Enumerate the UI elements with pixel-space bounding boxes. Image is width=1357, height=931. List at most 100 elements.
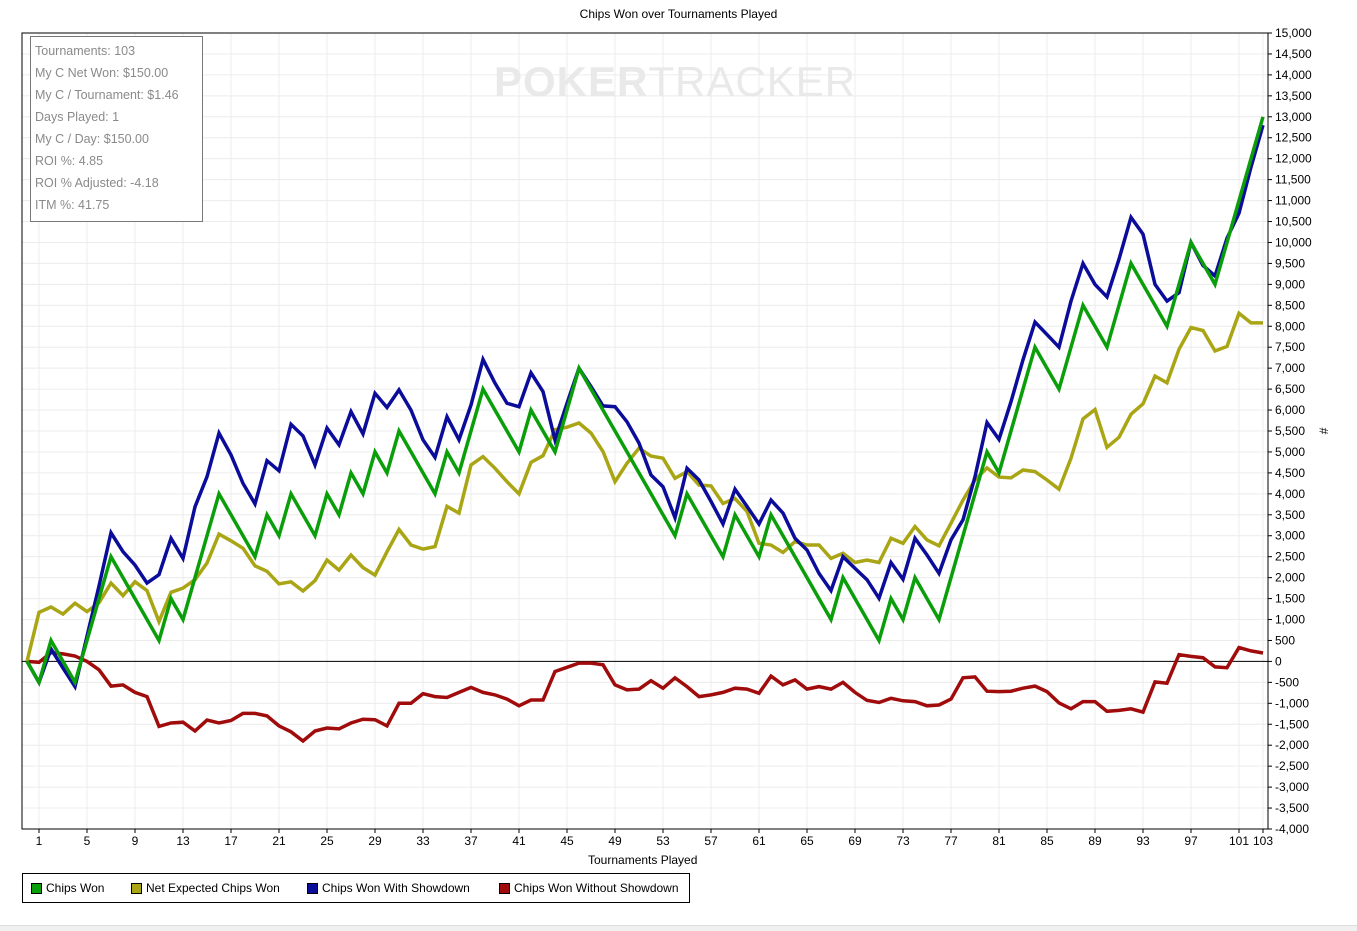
stat-roi-adjusted: ROI % Adjusted: -4.18	[35, 176, 159, 190]
series-line-chips-won-without-showdown	[26, 645, 1264, 744]
y-tick-label: 1,000	[1275, 613, 1305, 627]
legend-label: Chips Won With Showdown	[322, 881, 470, 895]
legend-label: Net Expected Chips Won	[146, 881, 280, 895]
series-line-net-expected-chips-won	[25, 310, 1263, 662]
x-tick-label: 37	[464, 834, 478, 848]
x-axis-label: Tournaments Played	[588, 853, 698, 867]
y-tick-label: 5,000	[1275, 445, 1305, 459]
x-tick-label: 5	[84, 834, 91, 848]
legend: Chips Won Net Expected Chips Won Chips W…	[22, 873, 690, 903]
x-tick-label: 17	[224, 834, 238, 848]
x-tick-label: 41	[512, 834, 526, 848]
y-tick-label: -2,000	[1275, 738, 1309, 752]
y-tick-label: 5,500	[1275, 424, 1305, 438]
y-tick-label: 4,500	[1275, 466, 1305, 480]
y-tick-label: 13,500	[1275, 89, 1312, 103]
x-tick-label: 25	[320, 834, 334, 848]
y-tick-label: 3,500	[1275, 508, 1305, 522]
x-tick-label: 81	[992, 834, 1006, 848]
y-tick-label: 14,500	[1275, 47, 1312, 61]
x-tick-label: 69	[848, 834, 862, 848]
x-tick-label: 13	[176, 834, 190, 848]
y-tick-label: 500	[1275, 633, 1295, 647]
legend-item-chips-won[interactable]: Chips Won	[31, 881, 104, 895]
y-tick-label: -1,500	[1275, 717, 1309, 731]
legend-label: Chips Won	[46, 881, 105, 895]
y-tick-label: 4,000	[1275, 487, 1305, 501]
y-axis-label: #	[1316, 427, 1331, 435]
y-tick-label: 13,000	[1275, 110, 1312, 124]
y-tick-label: 10,500	[1275, 215, 1312, 229]
stat-roi: ROI %: 4.85	[35, 154, 104, 168]
x-tick-label: 103	[1253, 834, 1273, 848]
y-tick-label: 12,000	[1275, 152, 1312, 166]
y-tick-label: 2,500	[1275, 550, 1305, 564]
x-tick-label: 53	[656, 834, 670, 848]
y-tick-label: 8,500	[1275, 298, 1305, 312]
pokertracker-watermark-logo: POKERTRACKER	[494, 58, 857, 105]
legend-swatch	[31, 882, 42, 894]
footer-bar	[0, 925, 1357, 931]
stats-box: Tournaments: 103 My C Net Won: $150.00 M…	[30, 36, 203, 222]
stat-per-day: My C / Day: $150.00	[35, 132, 149, 146]
x-tick-label: 97	[1184, 834, 1198, 848]
y-tick-label: 6,000	[1275, 403, 1305, 417]
y-tick-label: 7,500	[1275, 340, 1305, 354]
x-tick-label: 45	[560, 834, 574, 848]
y-tick-label: 3,000	[1275, 529, 1305, 543]
chart-title: Chips Won over Tournaments Played	[579, 7, 778, 21]
y-tick-label: 0	[1275, 654, 1282, 668]
stat-itm: ITM %: 41.75	[35, 198, 110, 212]
y-tick-label: 6,500	[1275, 382, 1305, 396]
y-tick-label: 11,000	[1275, 194, 1311, 208]
x-tick-label: 1	[36, 834, 43, 848]
y-tick-label: 2,000	[1275, 571, 1305, 585]
y-tick-label: -4,000	[1275, 822, 1309, 836]
y-tick-label: -1,000	[1275, 696, 1309, 710]
stat-per-tournament: My C / Tournament: $1.46	[35, 88, 179, 102]
y-tick-label: 10,000	[1275, 235, 1312, 249]
legend-swatch	[131, 882, 142, 894]
legend-item-with-showdown[interactable]: Chips Won With Showdown	[307, 881, 470, 895]
legend-swatch	[307, 882, 318, 894]
x-tick-label: 61	[752, 834, 766, 848]
y-tick-label: 15,000	[1275, 26, 1312, 40]
stat-net-won: My C Net Won: $150.00	[35, 66, 169, 80]
stat-tournaments: Tournaments: 103	[35, 44, 136, 58]
legend-item-net-expected[interactable]: Net Expected Chips Won	[131, 881, 280, 895]
x-tick-label: 9	[132, 834, 139, 848]
y-tick-label: 7,000	[1275, 361, 1305, 375]
x-tick-label: 93	[1136, 834, 1150, 848]
series-line-chips-won	[25, 116, 1265, 687]
y-tick-label: -3,000	[1275, 780, 1309, 794]
series-line-chips-won-with-showdown	[25, 124, 1265, 691]
x-tick-label: 101	[1229, 834, 1249, 848]
legend-item-without-showdown[interactable]: Chips Won Without Showdown	[499, 881, 679, 895]
x-tick-label: 77	[944, 834, 958, 848]
x-tick-label: 33	[416, 834, 430, 848]
y-tick-label: 9,500	[1275, 256, 1305, 270]
y-axis: -4,000 -3,500 -3,000 -2,500 -2,000 -1,500 -1,0…	[1268, 26, 1312, 836]
y-tick-label: 8,000	[1275, 319, 1305, 333]
x-tick-label: 89	[1088, 834, 1102, 848]
y-tick-label: -500	[1275, 675, 1299, 689]
y-tick-label: 1,500	[1275, 592, 1305, 606]
y-tick-label: -3,500	[1275, 801, 1309, 815]
stat-days-played: Days Played: 1	[35, 110, 120, 124]
legend-swatch	[499, 882, 510, 894]
y-tick-label: 9,000	[1275, 277, 1305, 291]
y-tick-label: -2,500	[1275, 759, 1309, 773]
x-tick-label: 21	[272, 834, 286, 848]
x-tick-label: 65	[800, 834, 814, 848]
x-axis: 1 5 9 13 17 21 25 29 33 37 41 45 49 53 57 61 65 69 73 77 81 8…	[36, 829, 1273, 848]
y-tick-label: 14,000	[1275, 68, 1312, 82]
series-lines	[25, 116, 1265, 744]
x-tick-label: 29	[368, 834, 382, 848]
y-tick-label: 11,500	[1275, 173, 1311, 187]
x-tick-label: 73	[896, 834, 910, 848]
x-tick-label: 57	[704, 834, 718, 848]
y-tick-label: 12,500	[1275, 131, 1312, 145]
legend-label: Chips Won Without Showdown	[514, 881, 679, 895]
x-tick-label: 85	[1040, 834, 1054, 848]
